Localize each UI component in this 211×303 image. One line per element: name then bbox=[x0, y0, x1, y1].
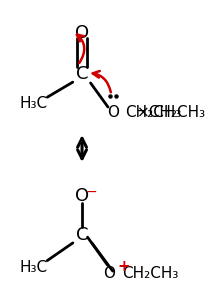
Text: H₃C: H₃C bbox=[20, 260, 48, 275]
Text: −: − bbox=[86, 185, 97, 199]
Text: CH₂CH₃: CH₂CH₃ bbox=[125, 105, 181, 120]
Text: C: C bbox=[76, 226, 88, 244]
Text: O: O bbox=[75, 24, 89, 42]
Text: O: O bbox=[75, 187, 89, 205]
Text: O: O bbox=[107, 105, 119, 120]
Text: CH₂CH₃: CH₂CH₃ bbox=[122, 266, 178, 281]
Text: O: O bbox=[104, 266, 116, 281]
Text: ×CH₂CH₃: ×CH₂CH₃ bbox=[137, 105, 206, 120]
Text: +: + bbox=[118, 258, 131, 274]
Text: H₃C: H₃C bbox=[20, 96, 48, 112]
Text: C: C bbox=[76, 65, 88, 83]
